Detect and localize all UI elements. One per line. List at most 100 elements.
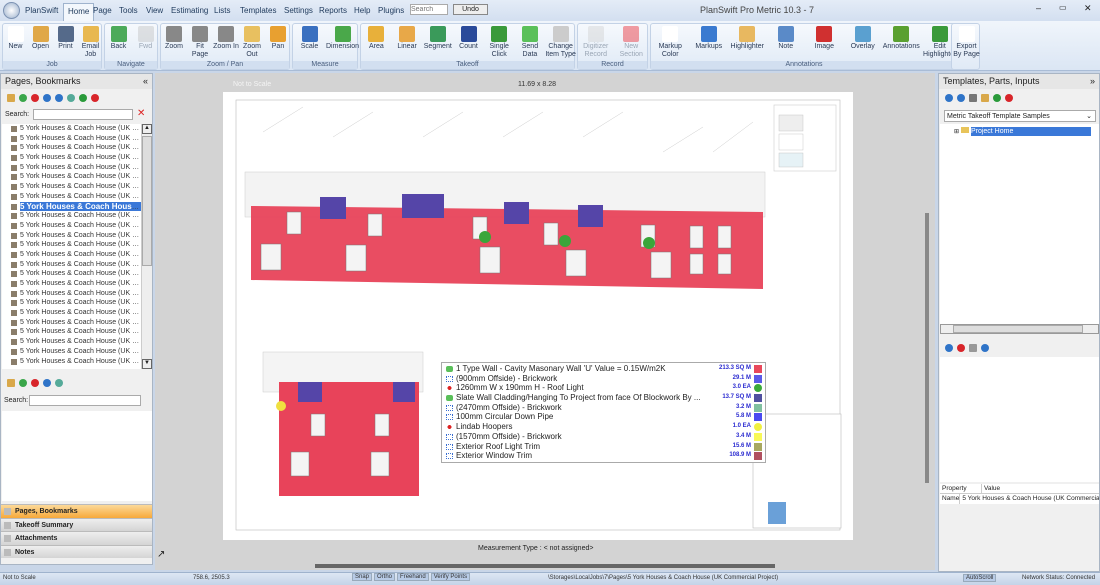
legend-item[interactable]: Slate Wall Cladding/Hanging To Project f…	[444, 393, 763, 403]
delete-icon[interactable]	[31, 94, 39, 102]
drawing-page[interactable]: 1 Type Wall - Cavity Masonary Wall 'U' V…	[223, 92, 853, 540]
tree-horizontal-scrollbar[interactable]	[940, 324, 1099, 334]
zoom-button[interactable]: Zoom	[161, 26, 187, 51]
tab-estimating[interactable]: Estimating	[171, 6, 209, 15]
plus-circle-icon[interactable]	[993, 94, 1001, 102]
tab-home[interactable]: Home	[63, 3, 95, 21]
page-list-item[interactable]: 5 York Houses & Coach House (UK Commerci…	[2, 221, 141, 231]
page-list-item[interactable]: 5 York Houses & Coach House (UK Commerci…	[2, 211, 141, 221]
page-list-item[interactable]: 5 York Houses & Coach House (UK Commerci…	[2, 260, 141, 270]
folder-icon[interactable]	[7, 94, 15, 102]
plus-circle-icon[interactable]	[79, 94, 87, 102]
page-list-item[interactable]: 5 York Houses & Coach House (UK Commerci…	[2, 337, 141, 347]
panel-tab-attachments[interactable]: Attachments	[1, 531, 152, 545]
status-toggle-ortho[interactable]: Ortho	[374, 573, 396, 581]
gear-icon[interactable]	[945, 94, 953, 102]
overlay-button[interactable]: Overlay	[844, 26, 883, 51]
status-toggle-verify-points[interactable]: Verify Points	[430, 573, 471, 581]
legend-item[interactable]: 1260mm W x 190mm H - Roof Light 3.0 EA	[444, 383, 763, 393]
restore-icon[interactable]: ▭	[1059, 3, 1067, 12]
tab-page[interactable]: Page	[93, 6, 112, 15]
clear-search-icon[interactable]: ✕	[137, 108, 146, 119]
page-list-item[interactable]: 5 York Houses & Coach House (UK Commerci…	[2, 153, 141, 163]
delete-icon[interactable]	[957, 344, 965, 352]
minus-circle-icon[interactable]	[1005, 94, 1013, 102]
search-input[interactable]	[410, 4, 448, 15]
drawing-canvas[interactable]: Not to Scale 11.69 x 8.28 1 Type Wall - …	[155, 73, 935, 570]
legend-item[interactable]: 1 Type Wall - Cavity Masonary Wall 'U' V…	[444, 364, 763, 374]
pages-search-input[interactable]	[33, 109, 133, 120]
gear-icon[interactable]	[43, 94, 51, 102]
fwd-button[interactable]: Fwd	[132, 26, 159, 51]
tab-view[interactable]: View	[146, 6, 164, 15]
page-list-item[interactable]: 5 York Houses & Coach House (UK Commerci…	[2, 357, 141, 367]
tab-lists[interactable]: Lists	[214, 6, 231, 15]
page-list-item[interactable]: 5 York Houses & Coach House (UK Commerci…	[2, 192, 141, 202]
single-click-button[interactable]: Single Click	[484, 26, 515, 59]
tab-planswift[interactable]: PlanSwift	[25, 6, 59, 15]
page-list-item[interactable]: 5 York Houses & Coach House (UK Commerci…	[2, 124, 141, 134]
sort-icon[interactable]	[55, 379, 63, 387]
undo-button[interactable]: Undo	[453, 4, 488, 15]
print-button[interactable]: Print	[53, 26, 79, 51]
page-list-item[interactable]: 5 York Houses & Coach House (UK Commerci…	[2, 269, 141, 279]
gear-icon[interactable]	[43, 379, 51, 387]
new-button[interactable]: New	[3, 26, 29, 51]
change-item-type-button[interactable]: Change Item Type	[545, 26, 576, 59]
page-list-item[interactable]: 5 York Houses & Coach House (UK Commerci…	[2, 327, 141, 337]
minimize-icon[interactable]: –	[1036, 3, 1042, 13]
legend-item[interactable]: Exterior Window Trim 108.9 M	[444, 451, 763, 461]
refresh-icon[interactable]	[981, 344, 989, 352]
page-list-item[interactable]: 5 York Houses & Coach House (UK Commerci…	[2, 347, 141, 357]
linear-button[interactable]: Linear	[392, 26, 423, 51]
page-list-item[interactable]: 5 York Houses & Coach House (UK Commerci…	[2, 240, 141, 250]
markups-button[interactable]: Markups	[690, 26, 729, 51]
edit-highlighter-button[interactable]: Edit Highlighter	[921, 26, 960, 59]
page-list-scrollbar[interactable]: ▲ ▼	[141, 124, 152, 369]
pan-button[interactable]: Pan	[265, 26, 291, 51]
add-icon[interactable]	[19, 94, 27, 102]
tab-plugins[interactable]: Plugins	[378, 6, 405, 15]
page-list-item[interactable]: 5 York Houses & Coach House (UK Commerci…	[2, 231, 141, 241]
email-job-button[interactable]: Email Job	[78, 26, 104, 59]
add-icon[interactable]	[19, 379, 27, 387]
panel-tab-notes[interactable]: Notes	[1, 544, 152, 558]
legend-item[interactable]: (2470mm Offside) - Brickwork 3.2 M	[444, 403, 763, 413]
tab-tools[interactable]: Tools	[119, 6, 138, 15]
tab-reports[interactable]: Reports	[319, 6, 348, 15]
tree-item-project-home[interactable]: ⊞ Project Home	[954, 127, 1098, 136]
tab-templates[interactable]: Templates	[240, 6, 277, 15]
page-list-item[interactable]: 5 York Houses & Coach House (UK Commerci…	[2, 201, 141, 212]
app-logo-icon[interactable]	[3, 2, 20, 19]
tab-help[interactable]: Help	[354, 6, 371, 15]
scale-button[interactable]: Scale	[293, 26, 326, 51]
page-list-item[interactable]: 5 York Houses & Coach House (UK Commerci…	[2, 182, 141, 192]
page-list-item[interactable]: 5 York Houses & Coach House (UK Commerci…	[2, 143, 141, 153]
status-toggle-snap[interactable]: Snap	[352, 573, 373, 581]
status-toggle-freehand[interactable]: Freehand	[397, 573, 429, 581]
page-list-item[interactable]: 5 York Houses & Coach House (UK Commerci…	[2, 318, 141, 328]
page-list-item[interactable]: 5 York Houses & Coach House (UK Commerci…	[2, 250, 141, 260]
refresh-icon[interactable]	[55, 94, 63, 102]
image-button[interactable]: Image	[805, 26, 844, 51]
fit-page-button[interactable]: Fit Page	[187, 26, 213, 59]
markup-color-button[interactable]: Markup Color	[651, 26, 690, 59]
legend-item[interactable]: (900mm Offside) - Brickwork 29.1 M	[444, 374, 763, 384]
collapse-icon[interactable]: «	[142, 76, 148, 86]
legend-item[interactable]: 100mm Circular Down Pipe 5.8 M	[444, 412, 763, 422]
takeoff-legend[interactable]: 1 Type Wall - Cavity Masonary Wall 'U' V…	[441, 362, 766, 463]
panel-tab-takeoff-summary[interactable]: Takeoff Summary	[1, 517, 152, 531]
collapse-icon[interactable]: »	[1089, 76, 1095, 86]
zoom-out-button[interactable]: Zoom Out	[239, 26, 265, 59]
note-button[interactable]: Note	[767, 26, 806, 51]
fit-icon[interactable]	[969, 94, 977, 102]
open-button[interactable]: Open	[28, 26, 54, 51]
annotations-button[interactable]: Annotations	[882, 26, 921, 51]
page-list-item[interactable]: 5 York Houses & Coach House (UK Commerci…	[2, 298, 141, 308]
sort-icon[interactable]	[67, 94, 75, 102]
property-value[interactable]: 5 York Houses & Coach House (UK Commerci…	[962, 495, 1099, 502]
page-list-item[interactable]: 5 York Houses & Coach House (UK Commerci…	[2, 289, 141, 299]
legend-item[interactable]: Exterior Roof Light Trim 15.6 M	[444, 442, 763, 452]
dimension-button[interactable]: Dimension	[326, 26, 359, 51]
list-icon[interactable]	[969, 344, 977, 352]
